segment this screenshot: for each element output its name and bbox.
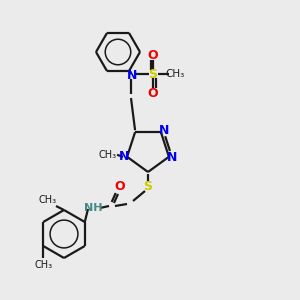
Text: CH₃: CH₃ bbox=[34, 260, 52, 270]
Text: O: O bbox=[148, 87, 158, 100]
Text: N: N bbox=[119, 150, 129, 163]
Text: S: S bbox=[148, 68, 158, 81]
Text: CH₃: CH₃ bbox=[165, 69, 184, 79]
Text: S: S bbox=[143, 179, 152, 193]
Text: CH₃: CH₃ bbox=[98, 150, 116, 160]
Text: O: O bbox=[115, 181, 125, 194]
Text: N: N bbox=[127, 69, 137, 82]
Text: N: N bbox=[159, 124, 169, 137]
Text: N: N bbox=[167, 151, 177, 164]
Text: CH₃: CH₃ bbox=[39, 195, 57, 205]
Text: NH: NH bbox=[84, 203, 102, 213]
Text: O: O bbox=[148, 49, 158, 62]
